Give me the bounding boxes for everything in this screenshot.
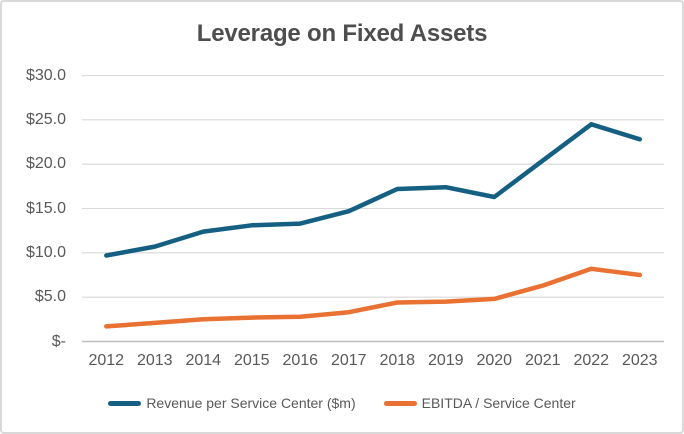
y-tick-label: $25.0 (25, 110, 66, 128)
x-tick-label: 2021 (524, 352, 561, 369)
series-line-revenue[interactable] (104, 122, 643, 258)
legend: Revenue per Service Center ($m) EBITDA /… (2, 395, 682, 411)
ebitda-line-swatch (383, 400, 417, 406)
revenue-line-swatch (108, 400, 142, 406)
x-tick-label: 2016 (282, 352, 319, 369)
x-tick-label: 2017 (330, 352, 367, 369)
x-tick-label: 2015 (233, 352, 270, 369)
y-tick-label: $10.0 (25, 243, 66, 261)
y-tick-label: $30.0 (25, 66, 66, 84)
x-tick-label: 2012 (88, 352, 125, 369)
x-tick-label: 2018 (379, 352, 416, 369)
series-line-ebitda[interactable] (104, 266, 643, 329)
x-tick-label: 2014 (185, 352, 222, 369)
y-tick-label: $- (51, 332, 66, 350)
legend-label-revenue: Revenue per Service Center ($m) (146, 395, 356, 411)
y-tick-label: $15.0 (25, 199, 66, 217)
legend-item-revenue[interactable]: Revenue per Service Center ($m) (108, 395, 356, 411)
x-tick-label: 2013 (136, 352, 173, 369)
x-tick-label: 2023 (621, 352, 658, 369)
legend-item-ebitda[interactable]: EBITDA / Service Center (383, 395, 576, 411)
x-tick-label: 2020 (476, 352, 513, 369)
x-tick-label: 2019 (427, 352, 464, 369)
y-tick-label: $5.0 (34, 288, 66, 306)
legend-label-ebitda: EBITDA / Service Center (421, 395, 576, 411)
y-tick-label: $20.0 (25, 155, 66, 173)
chart-title: Leverage on Fixed Assets (196, 20, 488, 47)
x-tick-label: 2022 (573, 352, 610, 369)
